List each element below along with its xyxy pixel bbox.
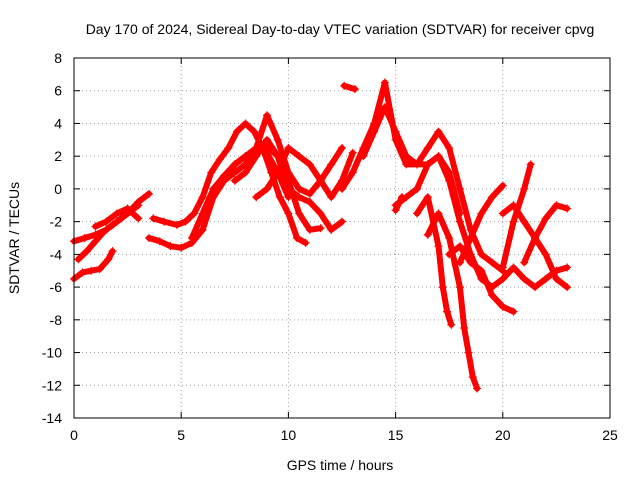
y-tick-label: 0 [54,181,62,197]
y-tick-label: -2 [50,214,63,230]
y-tick-label: 8 [54,50,62,66]
chart-title: Day 170 of 2024, Sidereal Day-to-day VTE… [86,21,595,37]
satellite-track-2 [70,247,117,283]
series-band [396,197,402,210]
x-tick-label: 20 [495,427,511,443]
satellite-track-13 [359,103,506,275]
x-tick-label: 5 [177,427,185,443]
satellite-track-16 [413,193,455,329]
y-tick-label: -6 [50,279,63,295]
y-tick-label: -4 [50,246,63,262]
satellite-track-12 [340,82,359,93]
sdtvar-chart: Day 170 of 2024, Sidereal Day-to-day VTE… [0,0,640,480]
y-tick-label: -14 [42,410,62,426]
y-tick-label: 2 [54,148,62,164]
series-band [363,107,502,271]
x-tick-label: 15 [388,427,404,443]
y-tick-label: 4 [54,115,62,131]
x-tick-label: 10 [281,427,297,443]
y-tick-label: 6 [54,83,62,99]
y-axis-label: SDTVAR / TECUs [6,182,22,294]
series-layer [70,79,571,393]
y-tick-label: -12 [42,377,62,393]
x-tick-label: 25 [602,427,618,443]
y-tick-label: -8 [50,312,63,328]
y-tick-label: -10 [42,345,62,361]
x-axis-label: GPS time / hours [287,457,394,473]
x-tick-label: 0 [70,427,78,443]
